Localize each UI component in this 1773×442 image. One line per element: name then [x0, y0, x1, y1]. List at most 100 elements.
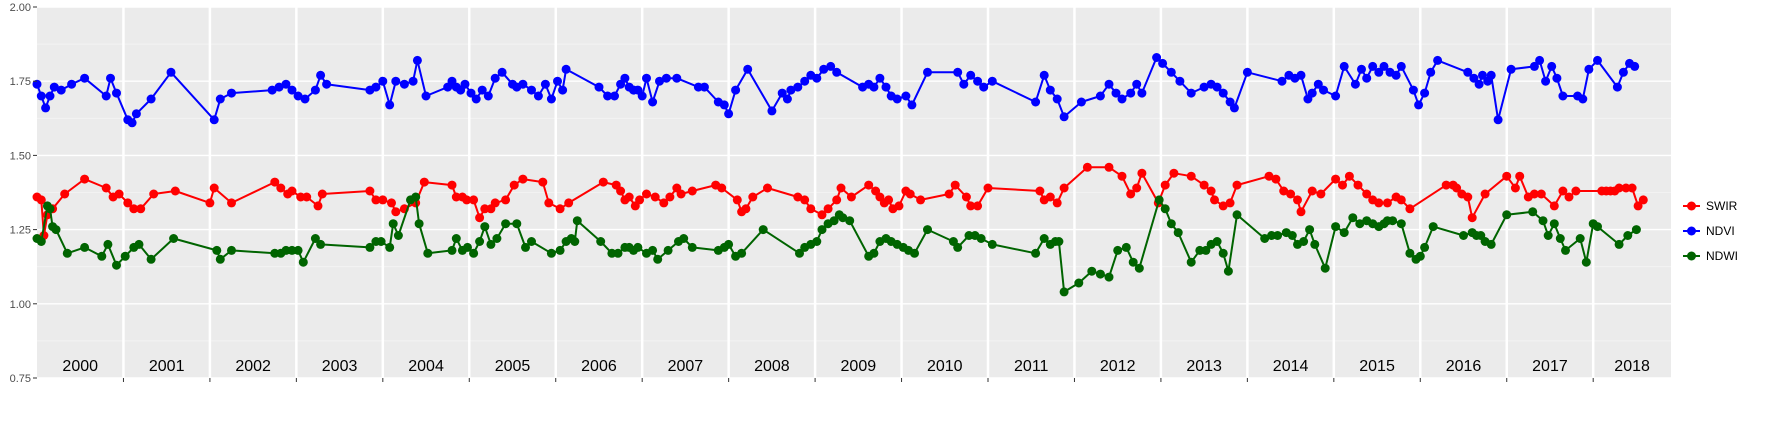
year-label: 2006 — [581, 358, 617, 375]
series-layer — [32, 53, 1648, 297]
data-point — [101, 91, 111, 101]
year-label: 2016 — [1446, 358, 1482, 375]
data-point — [80, 242, 90, 252]
data-point — [564, 198, 574, 208]
data-point — [371, 195, 381, 205]
data-point — [1368, 61, 1378, 71]
data-point — [1113, 245, 1123, 255]
data-point — [1039, 234, 1049, 243]
data-point — [659, 198, 669, 208]
data-point — [665, 192, 675, 202]
data-point — [533, 91, 543, 101]
data-point — [376, 237, 386, 246]
data-point — [1502, 171, 1512, 181]
year-label: 2002 — [235, 358, 271, 375]
data-point — [205, 198, 215, 208]
series-swir — [32, 162, 1648, 240]
data-point — [1218, 88, 1228, 98]
data-point — [1506, 64, 1516, 74]
data-point — [112, 260, 121, 270]
legend-key-marker — [1687, 251, 1696, 261]
data-point — [1296, 207, 1306, 217]
data-point — [1121, 242, 1131, 252]
data-point — [423, 248, 433, 258]
data-point — [1186, 88, 1196, 98]
data-point — [1232, 210, 1242, 220]
data-point — [1035, 186, 1045, 196]
data-point — [661, 73, 671, 83]
data-point — [287, 85, 297, 95]
data-point — [421, 91, 431, 101]
data-point — [983, 183, 993, 193]
data-point — [408, 76, 418, 86]
data-point — [836, 183, 846, 193]
data-point — [546, 94, 556, 104]
data-point — [1541, 76, 1551, 86]
data-point — [758, 225, 768, 235]
data-point — [1433, 55, 1443, 65]
data-point — [385, 242, 395, 252]
data-point — [1054, 237, 1064, 246]
data-point — [1186, 257, 1196, 267]
data-point — [1199, 180, 1209, 190]
data-point — [1307, 186, 1317, 196]
data-point — [51, 225, 61, 235]
data-point — [483, 91, 493, 101]
data-point — [1074, 278, 1084, 288]
data-point — [676, 189, 686, 199]
data-point — [412, 55, 422, 65]
data-point — [1117, 94, 1127, 104]
data-point — [1459, 231, 1468, 240]
data-point — [227, 198, 236, 208]
data-point — [378, 76, 388, 86]
data-point — [1232, 180, 1242, 190]
data-point — [635, 195, 645, 205]
data-point — [966, 70, 976, 80]
data-point — [910, 248, 919, 258]
year-label: 2011 — [1014, 358, 1049, 375]
data-point — [1362, 73, 1372, 83]
data-point — [961, 192, 971, 202]
data-point — [812, 237, 822, 246]
data-point — [1206, 186, 1216, 196]
data-point — [302, 192, 312, 202]
data-point — [1355, 219, 1365, 229]
data-point — [1515, 171, 1525, 181]
data-point — [845, 216, 855, 226]
data-point — [521, 242, 530, 252]
data-point — [1633, 201, 1643, 211]
data-point — [1627, 183, 1637, 193]
data-point — [1137, 168, 1147, 178]
data-point — [1152, 53, 1162, 62]
data-point — [447, 245, 457, 255]
data-point — [378, 195, 388, 205]
data-point — [1031, 248, 1041, 258]
data-point — [648, 245, 658, 255]
data-point — [80, 174, 90, 184]
data-point — [1561, 245, 1570, 255]
data-point — [274, 82, 284, 92]
data-point — [215, 94, 225, 104]
data-point — [1428, 222, 1438, 232]
year-label: 2004 — [408, 358, 444, 375]
data-point — [777, 88, 787, 98]
data-point — [1137, 88, 1147, 98]
data-point — [1273, 231, 1283, 240]
legend-key-marker — [1687, 201, 1696, 211]
data-point — [501, 219, 511, 229]
data-point — [1555, 234, 1565, 243]
data-point — [391, 207, 401, 217]
data-point — [1154, 195, 1164, 205]
data-point — [393, 231, 403, 240]
data-point — [270, 177, 280, 187]
data-point — [782, 94, 792, 104]
data-point — [36, 91, 46, 101]
data-point — [1052, 198, 1062, 208]
data-point — [471, 94, 481, 104]
year-label: 2001 — [149, 358, 185, 375]
data-point — [905, 189, 915, 199]
data-point — [501, 195, 511, 205]
data-point — [1623, 231, 1633, 240]
data-point — [1059, 112, 1069, 122]
data-point — [884, 195, 894, 205]
